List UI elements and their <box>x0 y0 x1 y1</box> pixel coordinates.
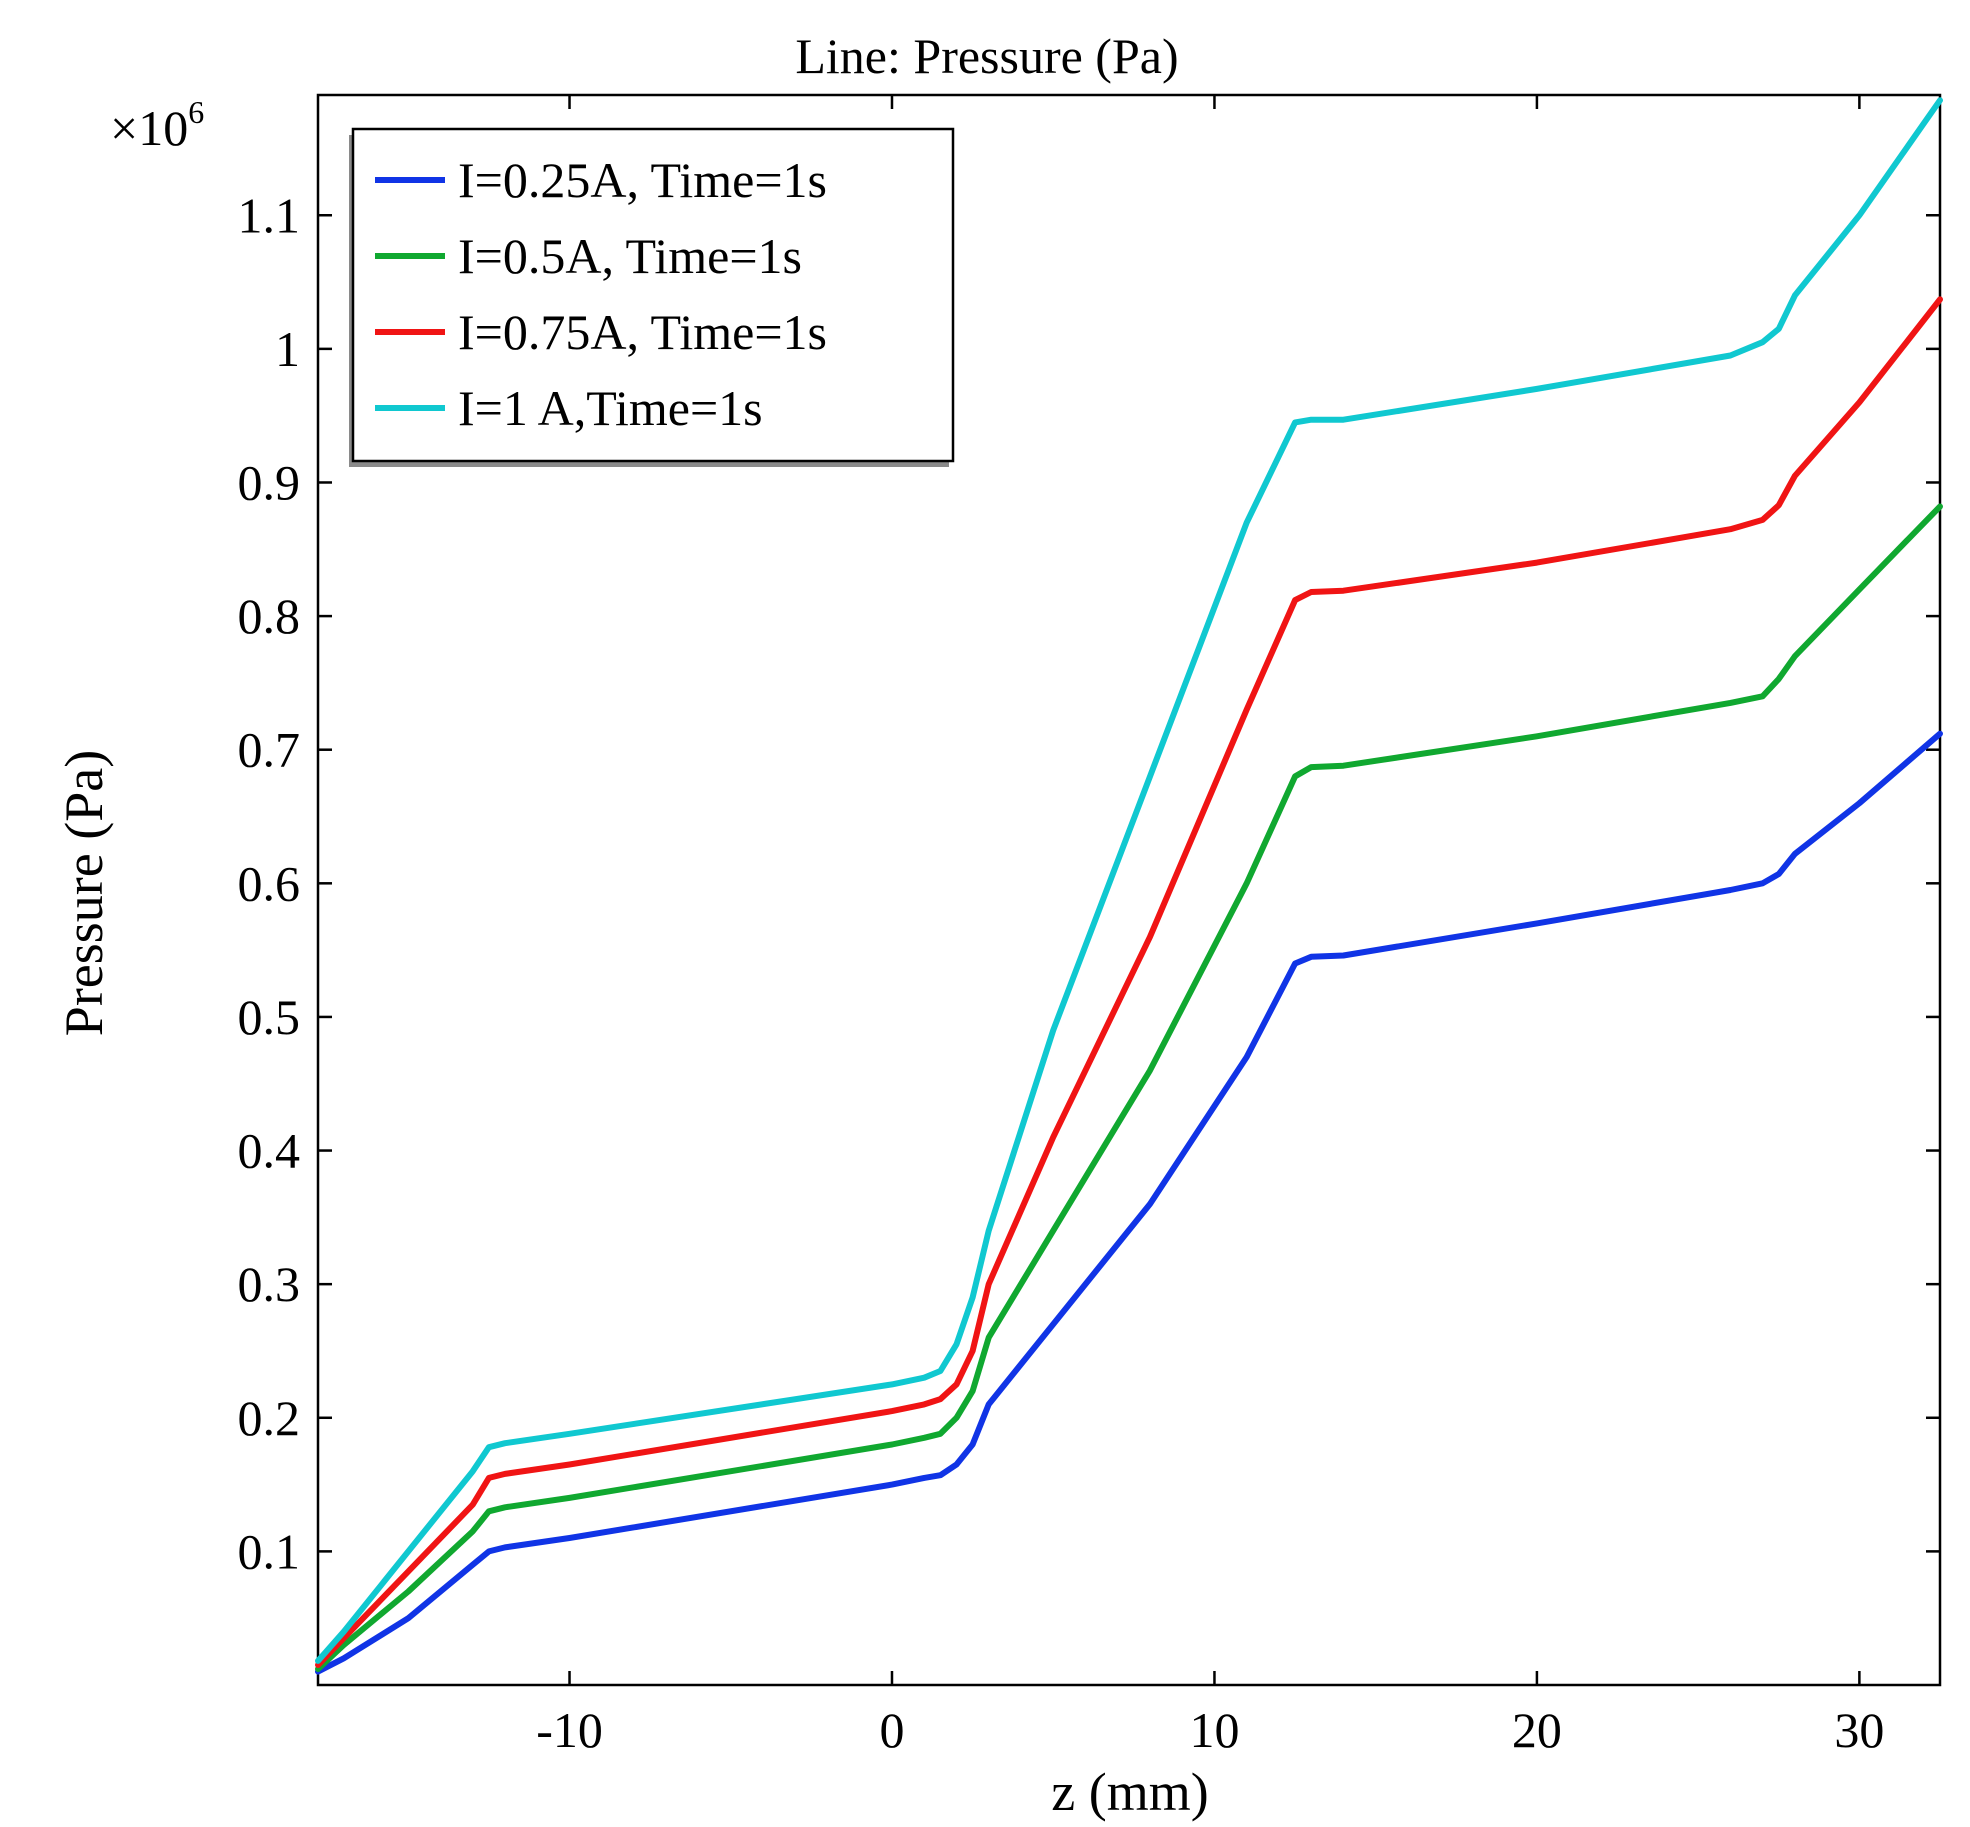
series-layer <box>315 97 1943 1675</box>
y-tick-label: 0.1 <box>238 1523 301 1579</box>
y-axis-multiplier: ×106 <box>110 94 204 156</box>
y-tick-label: 0.6 <box>238 855 301 911</box>
y-axis-multiplier-base: ×10 <box>110 100 188 156</box>
y-axis-multiplier-exponent: 6 <box>188 94 204 130</box>
series-line-4 <box>315 97 1943 1664</box>
y-tick-label: 1.1 <box>238 187 301 243</box>
y-axis-label: Pressure (Pa) <box>54 750 114 1036</box>
x-axis-label: z (mm) <box>1051 1762 1208 1822</box>
y-tick-label: 0.3 <box>238 1256 301 1312</box>
x-tick-label: 20 <box>1512 1702 1562 1758</box>
legend: I=0.25A, Time=1s I=0.5A, Time=1s I=0.75A, … <box>349 127 955 467</box>
legend-label-2: I=0.5A, Time=1s <box>458 228 802 284</box>
y-tick-label: 1 <box>275 321 300 377</box>
y-tick-label: 0.4 <box>238 1123 301 1179</box>
legend-label-3: I=0.75A, Time=1s <box>458 304 827 360</box>
y-tick-label: 0.7 <box>238 722 301 778</box>
y-tick-label: 0.5 <box>238 989 301 1045</box>
legend-label-4: I=1 A,Time=1s <box>458 380 763 436</box>
x-tick-label: 0 <box>879 1702 904 1758</box>
series-line-3 <box>315 296 1943 1668</box>
y-tick-label: 0.2 <box>238 1390 301 1446</box>
chart-title: Line: Pressure (Pa) <box>795 28 1178 84</box>
legend-box <box>351 127 955 463</box>
x-tick-label: 10 <box>1189 1702 1239 1758</box>
x-tick-label: -10 <box>536 1702 603 1758</box>
x-tick-label: 30 <box>1834 1702 1884 1758</box>
y-tick-label: 0.8 <box>238 588 301 644</box>
axis-ticks: -10 0 10 20 30 0.1 0.2 0.3 0.4 0.5 0.6 0.7 0.8 0.9 1 1.… <box>238 95 1940 1758</box>
series-line-1 <box>315 730 1943 1675</box>
series-line-2 <box>315 503 1943 1672</box>
legend-label-1: I=0.25A, Time=1s <box>458 152 827 208</box>
y-tick-label: 0.9 <box>238 454 301 510</box>
